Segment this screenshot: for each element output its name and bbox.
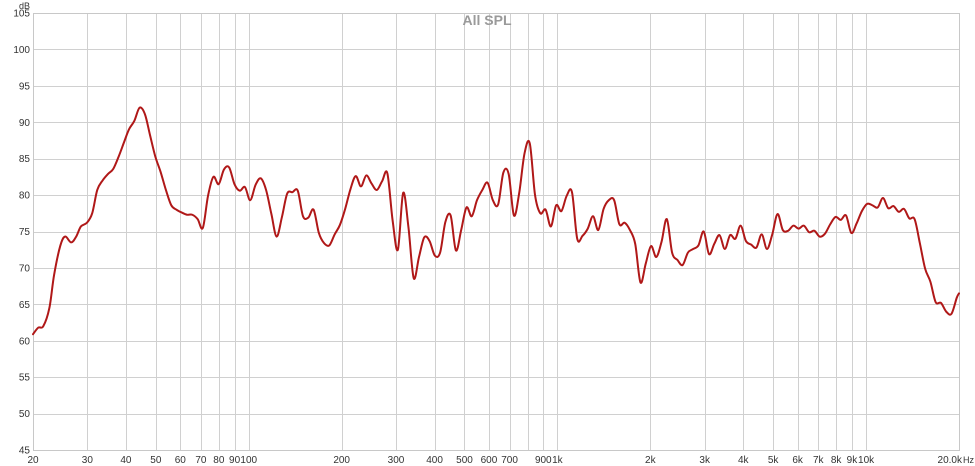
y-tick-label: 105 [13,9,30,20]
x-tick-label: 20 [27,455,39,466]
x-tick-label: 7k [813,455,825,466]
x-tick-label: 500 [456,455,473,466]
x-tick-label: 70 [195,455,207,466]
y-tick-label: 80 [19,191,31,202]
y-tick-label: 95 [19,81,31,92]
y-tick-label: 55 [19,373,31,384]
x-tick-label: 90 [229,455,241,466]
x-tick-label: 400 [426,455,443,466]
y-axis-unit-label: dB [19,1,30,11]
x-tick-label: 200 [333,455,350,466]
x-tick-label: 600 [481,455,498,466]
x-tick-label: 700 [501,455,518,466]
x-tick-label: 60 [175,455,187,466]
y-tick-label: 45 [19,446,31,457]
y-tick-label: 70 [19,263,31,274]
x-tick-label: 10k [858,455,875,466]
spl-series-line [32,106,960,336]
x-axis-unit-label: Hz [963,455,974,465]
x-tick-label: 9k [847,455,859,466]
x-tick-label: 4k [738,455,750,466]
x-tick-label: 40 [120,455,132,466]
x-tick-label: 30 [82,455,94,466]
x-tick-label: 20.0k [938,455,963,466]
y-tick-label: 90 [19,118,31,129]
y-tick-label: 65 [19,300,31,311]
grid-lines [33,13,960,451]
chart-title: All SPL [462,12,511,28]
series-layer [32,106,960,336]
x-tick-label: 8k [831,455,843,466]
x-tick-label: 100 [240,455,257,466]
x-tick-label: 5k [768,455,780,466]
x-tick-label: 3k [699,455,711,466]
x-axis-tick-labels: 20 30 40 50 60 70 80 90 100 200 300 400 500 600 700 900… [27,455,963,466]
x-tick-label: 80 [213,455,225,466]
x-tick-label: 1k [552,455,564,466]
x-tick-label: 50 [150,455,162,466]
y-tick-label: 60 [19,336,31,347]
y-tick-label: 75 [19,227,31,238]
x-tick-label: 2k [645,455,657,466]
y-tick-label: 85 [19,154,31,165]
x-tick-label: 900 [535,455,552,466]
plot-area-frame [33,13,960,451]
y-tick-label: 50 [19,409,31,420]
y-tick-label: 100 [13,45,30,56]
x-tick-label: 300 [388,455,405,466]
x-tick-label: 6k [792,455,804,466]
y-axis-tick-labels: 45 50 55 60 65 70 75 80 85 90 95 100 105 [13,9,30,457]
